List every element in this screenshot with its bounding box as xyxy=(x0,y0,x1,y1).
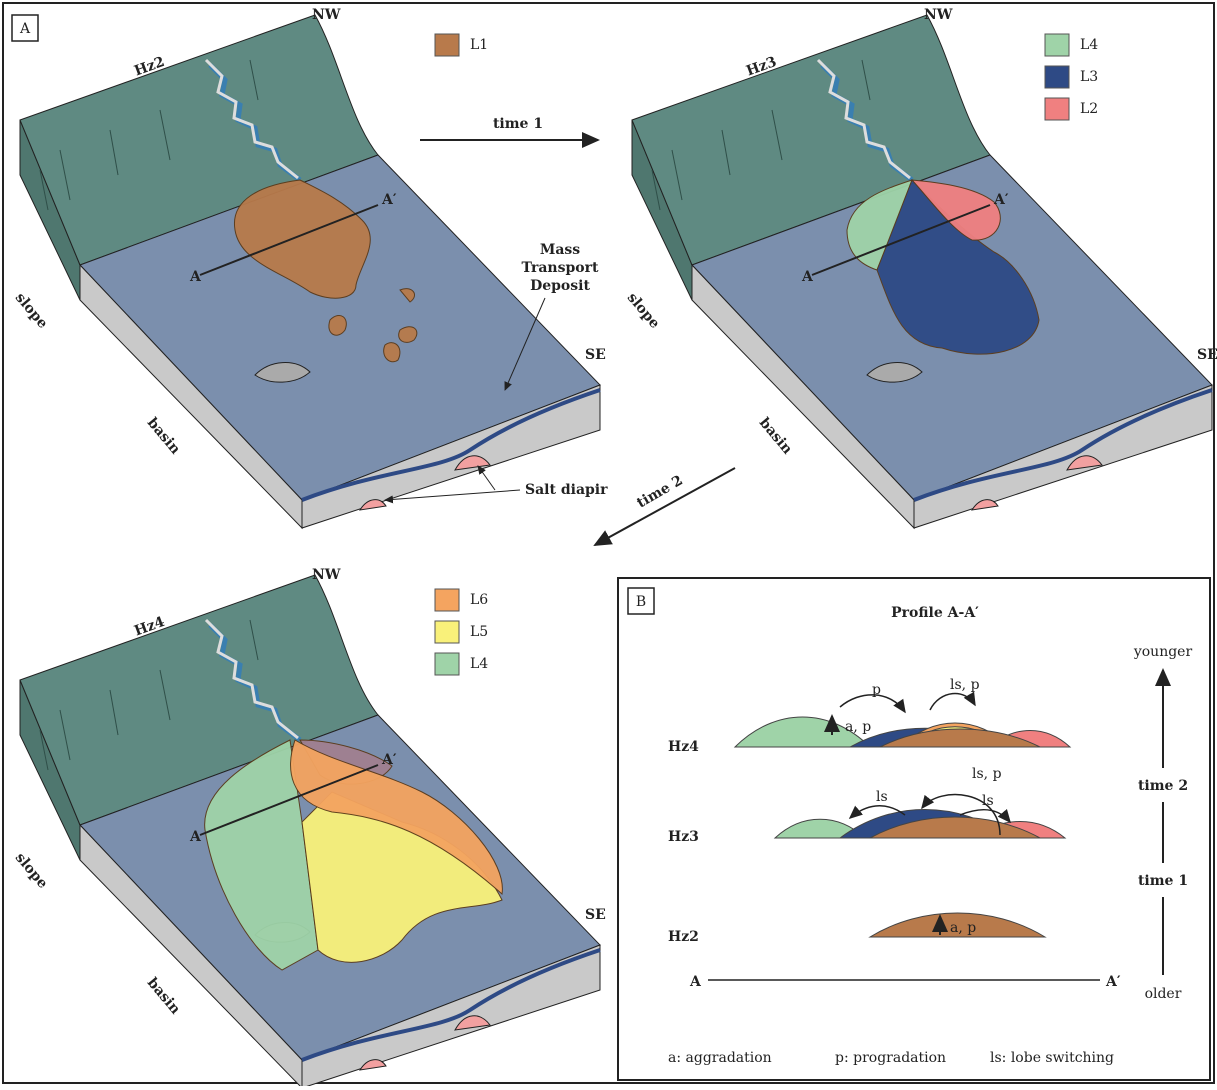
se-label: SE xyxy=(1197,347,1217,363)
legend-label: L3 xyxy=(1080,69,1098,85)
process-label: ls xyxy=(982,793,994,809)
section-start: A xyxy=(189,829,202,845)
legend-swatch xyxy=(435,653,459,675)
legend-swatch xyxy=(435,589,459,611)
legend-label: L6 xyxy=(470,592,488,608)
nw-label: NW xyxy=(312,567,341,583)
legend-swatch xyxy=(1045,66,1069,88)
legend-label: L2 xyxy=(1080,101,1098,117)
annotation: Salt diapir xyxy=(525,482,608,498)
section-end: A′ xyxy=(993,192,1009,208)
legend-swatch xyxy=(1045,34,1069,56)
section-start: A xyxy=(689,974,702,990)
row-label: Hz4 xyxy=(668,739,699,755)
basin-label: basin xyxy=(144,975,183,1018)
legend-label: L4 xyxy=(1080,37,1098,53)
basin-label: basin xyxy=(756,415,795,458)
process-label: ls xyxy=(876,789,888,805)
block-diagram: AA′Hz2NWSEslopebasin xyxy=(12,7,606,528)
axis-top: younger xyxy=(1133,644,1193,660)
lobe xyxy=(384,343,400,362)
key-label: a: aggradation xyxy=(668,1050,772,1066)
row-label: Hz3 xyxy=(668,829,699,845)
row-label: Hz2 xyxy=(668,929,699,945)
time-label: time 2 xyxy=(634,473,685,512)
axis-bottom: older xyxy=(1145,986,1182,1002)
profile-title: Profile A-A′ xyxy=(891,605,979,621)
legend-label: L4 xyxy=(470,656,488,672)
axis-step: time 1 xyxy=(1138,873,1188,889)
nw-label: NW xyxy=(924,7,953,23)
key-label: ls: lobe switching xyxy=(990,1050,1114,1066)
time-label: time 1 xyxy=(493,116,543,132)
annotation-arrow xyxy=(478,466,495,490)
process-label: a, p xyxy=(950,920,976,936)
axis-step: time 2 xyxy=(1138,778,1188,794)
section-start: A xyxy=(189,269,202,285)
basin-label: basin xyxy=(144,415,183,458)
block-diagram: AA′Hz3NWSEslopebasin xyxy=(624,7,1217,528)
legend-label: L5 xyxy=(470,624,488,640)
slope-label: slope xyxy=(12,290,51,332)
se-label: SE xyxy=(585,907,606,923)
nw-label: NW xyxy=(312,7,341,23)
annotation: Deposit xyxy=(530,278,590,294)
process-label: ls, p xyxy=(950,677,980,693)
process-label: p xyxy=(872,682,881,698)
panel-label: B xyxy=(636,594,646,610)
slope-label: slope xyxy=(624,290,663,332)
section-end: A′ xyxy=(1105,974,1121,990)
section-start: A xyxy=(801,269,814,285)
slope-label: slope xyxy=(12,850,51,892)
process-label: ls, p xyxy=(972,766,1002,782)
legend-swatch xyxy=(435,34,459,56)
lobe xyxy=(399,327,417,343)
lobe xyxy=(329,315,346,335)
section-end: A′ xyxy=(381,192,397,208)
panel-label: A xyxy=(19,21,31,37)
legend-label: L1 xyxy=(470,37,488,53)
annotation: Mass xyxy=(540,242,580,258)
key-label: p: progradation xyxy=(835,1050,946,1066)
legend-swatch xyxy=(435,621,459,643)
process-label: a, p xyxy=(845,719,871,735)
annotation: Transport xyxy=(522,260,599,276)
legend-swatch xyxy=(1045,98,1069,120)
se-label: SE xyxy=(585,347,606,363)
section-end: A′ xyxy=(381,752,397,768)
figure: A A′ Hz2 NW SE slope basin L1 A A′ Hz3 NW SE slope bas… xyxy=(0,0,1217,1086)
